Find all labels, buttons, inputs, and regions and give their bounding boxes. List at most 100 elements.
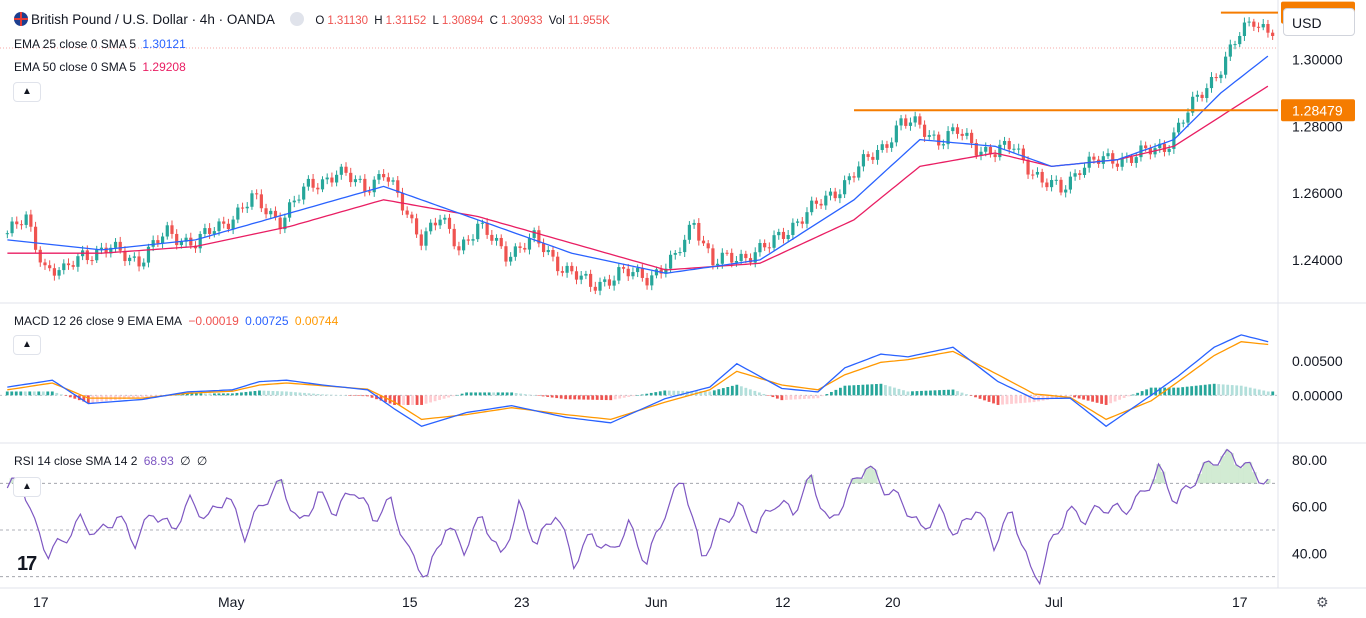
candle-body — [43, 262, 47, 266]
candle-body — [800, 221, 804, 224]
ema50-label: EMA 50 close 0 SMA 5 — [14, 60, 137, 74]
candle-body — [871, 156, 875, 160]
candle-body — [1172, 132, 1176, 149]
price-label-box — [1281, 99, 1355, 122]
macd-histogram-bar — [807, 395, 811, 399]
macd-histogram-bar — [559, 395, 563, 399]
candle-body — [236, 207, 240, 220]
rsi-tick-label: 80.00 — [1292, 452, 1327, 468]
candle-body — [363, 178, 367, 192]
candle-body — [1158, 143, 1162, 149]
macd-legend[interactable]: MACD 12 26 close 9 EMA EMA −0.00019 0.00… — [14, 314, 341, 328]
candle-body — [993, 154, 997, 158]
macd-histogram-bar — [757, 392, 761, 396]
open-label: O — [315, 15, 325, 27]
chevron-up-icon: ▲ — [22, 481, 32, 492]
macd-histogram-bar — [622, 395, 626, 398]
macd-histogram-bar — [343, 395, 347, 396]
macd-histogram-bar — [789, 395, 793, 400]
macd-histogram-bar — [91, 395, 95, 403]
symbol-legend[interactable]: British Pound / U.S. Dollar · 4h · OANDA… — [14, 12, 616, 27]
collapse-rsi-button[interactable]: ▲ — [13, 477, 41, 497]
macd-histogram-bar — [1064, 395, 1067, 398]
macd-histogram-bar — [406, 395, 410, 405]
macd-histogram-bar — [965, 394, 968, 396]
candle-body — [570, 265, 574, 272]
macd-histogram-bar — [640, 394, 644, 396]
candle-body — [574, 271, 579, 280]
macd-histogram-bar — [1046, 395, 1049, 400]
macd-histogram-bar — [550, 395, 554, 398]
candle-body — [678, 252, 682, 254]
macd-histogram-bar — [600, 395, 604, 400]
candle-body — [222, 221, 226, 224]
macd-histogram-bar — [839, 387, 842, 396]
candle-body — [443, 217, 447, 220]
macd-histogram-bar — [1127, 395, 1131, 397]
macd-histogram-bar — [1185, 386, 1189, 396]
candle-body — [998, 144, 1002, 158]
candle-body — [123, 250, 127, 262]
volume-label: Vol — [548, 15, 565, 27]
candle-body — [33, 226, 38, 250]
candle-body — [650, 275, 654, 286]
ema25-legend[interactable]: EMA 25 close 0 SMA 5 1.30121 — [14, 37, 189, 51]
macd-histogram-bar — [1055, 395, 1058, 399]
macd-histogram-bar — [478, 392, 482, 396]
macd-histogram-bar — [366, 395, 369, 397]
collapse-legend-button[interactable]: ▲ — [13, 82, 41, 102]
rsi-extra-2: ∅ — [196, 454, 208, 468]
macd-histogram-bar — [699, 391, 703, 396]
macd-histogram-bar — [1239, 385, 1243, 396]
macd-histogram-bar — [312, 393, 315, 396]
candle-body — [716, 263, 720, 266]
volume-value: 11.955K — [567, 15, 610, 27]
candle-body — [335, 174, 339, 183]
currency-selector[interactable]: USD — [1283, 8, 1355, 36]
candle-body — [730, 252, 734, 263]
macd-histogram-bar — [681, 390, 685, 396]
rsi-legend[interactable]: RSI 14 close SMA 14 2 68.93 ∅ ∅ — [14, 454, 210, 468]
macd-histogram-bar — [762, 393, 766, 396]
macd-histogram-bar — [947, 389, 950, 396]
candle-body — [358, 178, 362, 180]
candle-body — [1068, 176, 1072, 190]
candle-body — [598, 281, 602, 291]
candle-body — [179, 241, 183, 246]
macd-histogram-bar — [712, 390, 716, 396]
ema50-legend[interactable]: EMA 50 close 0 SMA 5 1.29208 — [14, 60, 189, 74]
macd-histogram-bar — [1073, 395, 1076, 398]
candle-body — [1045, 182, 1049, 188]
candle-body — [1073, 173, 1077, 177]
tradingview-logo[interactable]: 17 — [17, 553, 37, 575]
candle-body — [1186, 112, 1190, 123]
candle-body — [706, 243, 710, 249]
candle-body — [687, 224, 691, 240]
candle-body — [325, 177, 329, 180]
macd-histogram-bar — [920, 390, 923, 396]
candle-body — [1059, 179, 1063, 193]
settings-gear-icon[interactable]: ⚙ — [1316, 594, 1329, 610]
candle-body — [922, 124, 927, 137]
macd-histogram-bar — [334, 394, 338, 396]
candle-body — [259, 194, 263, 209]
macd-histogram-bar — [744, 387, 748, 396]
macd-histogram-bar — [1005, 395, 1009, 405]
macd-histogram-bar — [830, 391, 833, 396]
candle-body — [880, 144, 884, 150]
macd-histogram-bar — [1172, 387, 1176, 396]
candle-body — [668, 254, 673, 269]
candle-body — [1115, 163, 1120, 167]
candle-body — [1256, 26, 1261, 28]
symbol-title: British Pound / U.S. Dollar · 4h · OANDA — [31, 12, 275, 27]
macd-histogram-bar — [784, 395, 788, 400]
candle-body — [970, 132, 974, 144]
candle-body — [890, 142, 894, 148]
macd-histogram-bar — [1226, 384, 1230, 396]
macd-histogram-bar — [1271, 391, 1275, 396]
candle-body — [15, 221, 19, 225]
candle-body — [607, 279, 612, 286]
collapse-macd-button[interactable]: ▲ — [13, 335, 41, 355]
candle-body — [316, 187, 320, 190]
